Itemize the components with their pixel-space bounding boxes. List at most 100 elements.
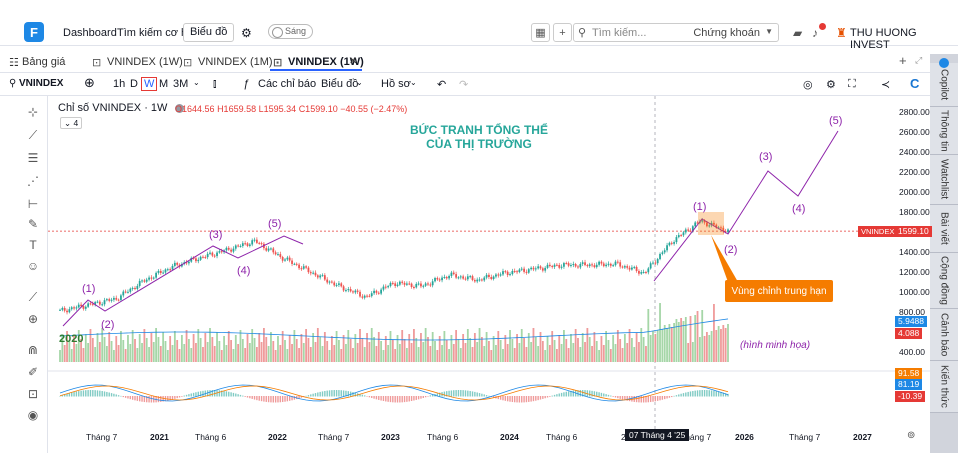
- volume-bar: [668, 324, 671, 362]
- candle: [157, 270, 160, 273]
- price-tick: 1200.00: [899, 267, 930, 277]
- lock-draw-icon[interactable]: ✐: [27, 365, 39, 379]
- sidebar-watchlist[interactable]: Watchlist: [930, 155, 958, 205]
- profile-menu-button[interactable]: Hồ sơ: [381, 78, 411, 90]
- undo-icon[interactable]: ↶: [437, 79, 447, 91]
- time-tick: 2024: [500, 432, 519, 442]
- macd-bar: [563, 392, 565, 397]
- candle-type-icon[interactable]: ⫾: [213, 78, 217, 90]
- timeframe-d[interactable]: D: [130, 78, 138, 90]
- time-axis-settings-icon[interactable]: ⊚: [907, 430, 916, 441]
- tab-close-icon[interactable]: ✕: [349, 56, 358, 67]
- timeframe-3m[interactable]: 3M: [173, 78, 189, 90]
- macd-bar: [603, 393, 605, 397]
- layout-grid-icon[interactable]: ▦: [531, 23, 550, 42]
- timeframe-chevron-icon[interactable]: ⌄: [193, 78, 200, 87]
- compare-add-icon[interactable]: ⊕: [84, 75, 95, 90]
- trend-line-icon[interactable]: ⟋: [28, 127, 38, 142]
- add-icon[interactable]: +: [553, 23, 572, 42]
- macd-bar: [188, 394, 190, 397]
- redo-icon[interactable]: ↷: [459, 79, 469, 91]
- nav-search-opportunity[interactable]: Tìm kiếm cơ hội: [117, 27, 196, 39]
- theme-toggle[interactable]: Sáng: [268, 24, 314, 39]
- sidebar-copilot[interactable]: Copilot: [930, 63, 958, 107]
- notification-bell-icon[interactable]: ♪: [812, 26, 818, 40]
- magnet-icon[interactable]: ⋒: [27, 343, 39, 357]
- volume-bar: [75, 344, 78, 362]
- replay-icon[interactable]: ◎: [803, 79, 813, 91]
- volume-bar: [246, 334, 249, 362]
- volume-bar: [706, 332, 708, 362]
- macd-bar: [439, 392, 441, 397]
- candle: [464, 278, 467, 280]
- volume-bar: [333, 345, 336, 362]
- horizontal-lines-icon[interactable]: ☰: [27, 151, 39, 165]
- macd-bar: [560, 392, 563, 397]
- sidebar-knowledge[interactable]: Kiến thức: [930, 361, 958, 413]
- text-icon[interactable]: T: [29, 238, 37, 252]
- macd-bar: [485, 395, 488, 397]
- chat-icon[interactable]: ▰: [793, 26, 803, 40]
- volume-bar: [244, 348, 247, 362]
- volume-bar: [117, 345, 120, 362]
- candle: [248, 244, 251, 246]
- user-name[interactable]: THU HUONG INVEST: [850, 27, 917, 51]
- legend-status-icon[interactable]: [175, 103, 185, 113]
- timeframe-w[interactable]: W: [141, 77, 158, 91]
- tab-vnindex-1m[interactable]: VNINDEX (1M): [198, 56, 273, 68]
- eye-icon[interactable]: ◉: [27, 408, 39, 422]
- wave-label-3: (3): [209, 229, 223, 241]
- nav-chart-button[interactable]: Biểu đồ: [183, 23, 235, 42]
- macd-bar: [542, 396, 544, 399]
- pattern-icon[interactable]: ⋰: [27, 174, 39, 188]
- candle: [237, 245, 240, 247]
- volume-bar: [354, 334, 357, 362]
- nav-dashboard[interactable]: Dashboard: [63, 27, 117, 39]
- new-tab-plus-icon[interactable]: +: [899, 53, 907, 68]
- settings-gear-icon[interactable]: ⚙: [241, 26, 252, 40]
- candle: [117, 299, 120, 301]
- timeframe-m[interactable]: M: [159, 78, 169, 90]
- search-input[interactable]: ⚲ Tìm kiếm... Chứng khoán ▼: [573, 23, 779, 42]
- app-logo-icon[interactable]: F: [24, 22, 44, 42]
- brand-c-icon[interactable]: C: [910, 76, 920, 91]
- symbol-selector[interactable]: VNINDEX: [19, 78, 64, 89]
- sidebar-community[interactable]: Cộng đồng: [930, 253, 958, 309]
- price-chart[interactable]: [48, 96, 930, 453]
- share-icon[interactable]: ≺: [881, 79, 891, 91]
- lock-icon[interactable]: ⊡: [27, 387, 39, 401]
- chart-menu-button[interactable]: Biểu đồ: [321, 78, 359, 90]
- legend-collapse[interactable]: ⌄ 4: [60, 117, 83, 129]
- measure-icon[interactable]: ⊢: [27, 197, 39, 211]
- chart-headline: BỨC TRANH TỔNG THỂ CỦA THỊ TRƯỜNG: [410, 123, 548, 151]
- candle: [309, 272, 312, 274]
- emoji-icon[interactable]: ☺: [26, 259, 40, 273]
- chart-settings-gear-icon[interactable]: ⚙: [826, 79, 836, 91]
- macd-bar: [455, 390, 457, 397]
- candle: [75, 307, 78, 309]
- indicators-button[interactable]: Các chỉ báo: [258, 78, 317, 90]
- candle: [471, 276, 474, 281]
- user-avatar-icon[interactable]: ♜: [836, 26, 847, 40]
- tab-board[interactable]: Bảng giá: [22, 56, 66, 68]
- macd-bar: [537, 396, 539, 401]
- ruler-icon[interactable]: ⟋: [28, 289, 38, 304]
- candle: [401, 281, 404, 283]
- macd-bar: [617, 396, 619, 399]
- timeframe-1h[interactable]: 1h: [113, 78, 126, 90]
- sidebar-info[interactable]: Thông tin: [930, 107, 958, 155]
- fullscreen-icon[interactable]: ⛶: [848, 78, 856, 90]
- time-tick: 2026: [735, 432, 754, 442]
- macd-bar: [593, 391, 596, 397]
- time-tick: 2027: [853, 432, 872, 442]
- sidebar-articles[interactable]: Bài viết: [930, 205, 958, 253]
- sidebar-alerts[interactable]: Cảnh báo: [930, 309, 958, 361]
- crosshair-icon[interactable]: ⊹: [27, 105, 39, 119]
- expand-icon[interactable]: ⤢: [915, 55, 923, 65]
- search-category-select[interactable]: Chứng khoán: [693, 27, 760, 39]
- zoom-icon[interactable]: ⊕: [27, 312, 39, 326]
- tab-vnindex-1w-active[interactable]: VNINDEX (1W): [288, 56, 364, 68]
- brush-icon[interactable]: ✎: [27, 217, 39, 231]
- candle: [270, 248, 272, 250]
- tab-vnindex-1w-a[interactable]: VNINDEX (1W): [107, 56, 183, 68]
